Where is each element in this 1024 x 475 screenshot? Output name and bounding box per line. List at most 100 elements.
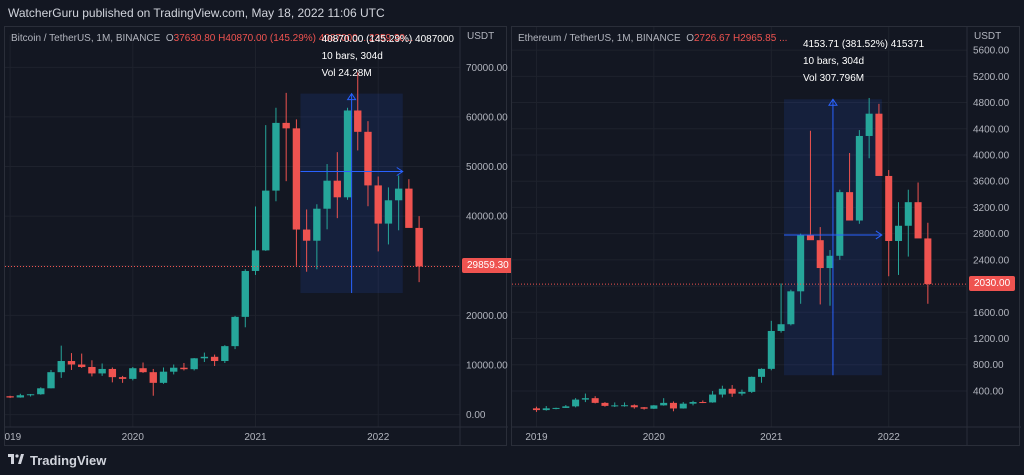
eth-candle-body [757, 368, 766, 377]
eth-x-tick-label: 2020 [643, 432, 666, 443]
btc-candle-body [415, 227, 423, 267]
btc-candle-body [384, 200, 393, 224]
eth-y-tick-label: 5600.00 [973, 46, 1010, 57]
btc-measure-line3: Vol 24.28M [321, 67, 372, 79]
btc-candle-body [241, 270, 249, 317]
btc-candle-body [282, 122, 290, 129]
eth-open-value: 2726.67 [694, 33, 731, 44]
eth-x-tick-label: 2021 [760, 432, 783, 443]
eth-y-tick-label: 800.00 [973, 360, 1004, 371]
eth-ohlc-rest: H2965.85 ... [732, 33, 788, 44]
eth-symbol-title: Ethereum / TetherUS, 1M, BINANCE [518, 33, 681, 44]
eth-measure-arrow-up [828, 98, 838, 106]
eth-candle-body [621, 405, 629, 407]
eth-candle-body [591, 398, 599, 403]
eth-candle-body [894, 225, 903, 241]
eth-candle-body [855, 135, 863, 221]
btc-candle-body [47, 372, 55, 389]
eth-measure-info: 4153.71 (381.52%) 415371 10 bars, 304d V… [803, 39, 924, 84]
eth-candle-body [748, 376, 756, 392]
eth-y-tick-label: 4800.00 [973, 98, 1010, 109]
btc-legend: Bitcoin / TetherUS, 1M, BINANCE O37630.8… [11, 33, 413, 44]
eth-candle-body [640, 407, 648, 409]
eth-candle-body [865, 113, 873, 136]
btc-candle-body [16, 395, 25, 398]
btc-candle-body [323, 180, 331, 209]
eth-candle-body [826, 255, 834, 269]
eth-candle-body [650, 405, 658, 409]
btc-x-tick-label: 2019 [5, 432, 22, 443]
btc-y-tick-label: 60000.00 [466, 112, 508, 123]
eth-candle-body [679, 403, 687, 409]
btc-measure-arrow-right [396, 167, 404, 176]
eth-candle-body [904, 202, 912, 226]
eth-chart-canvas[interactable]: 400.00800.001200.001600.002000.002400.00… [512, 27, 1021, 447]
btc-last-price-tag: 29859.30 [462, 258, 514, 274]
btc-y-tick-label: 20000.00 [466, 311, 508, 322]
btc-candle-body [231, 316, 239, 347]
btc-chart-canvas[interactable]: 0.0010000.0020000.0030000.0040000.005000… [5, 27, 508, 447]
btc-symbol-title: Bitcoin / TetherUS, 1M, BINANCE [11, 33, 161, 44]
eth-candle-body [787, 291, 795, 325]
eth-y-tick-label: 2800.00 [973, 229, 1010, 240]
btc-currency: USDT [467, 31, 495, 42]
btc-candle-body [108, 368, 117, 378]
btc-candle-body [180, 367, 188, 370]
btc-candle-body [67, 361, 76, 365]
eth-candle-body [562, 406, 570, 408]
btc-candle-body [333, 180, 341, 198]
eth-candle-body [630, 405, 638, 408]
eth-candle-body [572, 399, 580, 407]
btc-candle-body [210, 356, 219, 362]
btc-candle-body [374, 185, 382, 224]
btc-candle-body [159, 371, 168, 383]
btc-candle-body [405, 188, 413, 228]
btc-y-tick-label: 70000.00 [466, 63, 508, 74]
btc-candle-body [262, 190, 270, 251]
btc-candle-body [221, 346, 229, 362]
eth-last-price-tag: 2030.00 [969, 276, 1016, 292]
eth-candle-body [924, 238, 932, 285]
eth-measure-line2: 10 bars, 304d [802, 56, 865, 68]
eth-candle-body [836, 192, 844, 256]
eth-currency: USDT [974, 31, 1002, 42]
btc-candle-body [26, 394, 35, 396]
btc-candle-body [118, 377, 127, 379]
btc-candle-body [6, 396, 14, 398]
eth-chart-panel[interactable]: 400.00800.001200.001600.002000.002400.00… [511, 26, 1021, 447]
btc-candle-body [57, 361, 65, 373]
eth-x-tick-label: 2022 [878, 432, 901, 443]
eth-candle-body [797, 235, 805, 292]
eth-legend: Ethereum / TetherUS, 1M, BINANCE O2726.6… [518, 33, 787, 44]
eth-candle-body [542, 408, 550, 411]
btc-x-tick-label: 2022 [367, 432, 390, 443]
eth-y-tick-label: 3600.00 [973, 177, 1010, 188]
eth-candle-body [777, 324, 785, 331]
btc-candle-body [251, 250, 260, 271]
btc-measure-arrow-up [346, 92, 357, 101]
eth-candle-body [738, 391, 746, 394]
btc-candle-body [302, 229, 311, 241]
btc-ohlc-rest: H40870.00 (145.29%) 4087000 ...2359.30..… [218, 33, 414, 44]
btc-candle-body [98, 368, 106, 374]
eth-candle-body [532, 408, 540, 411]
btc-x-tick-label: 2021 [244, 432, 267, 443]
publisher-bar: WatcherGuru published on TradingView.com… [0, 0, 1024, 26]
btc-candle-body [200, 356, 209, 359]
eth-measure-line1: 4153.71 (381.52%) 415371 [802, 39, 925, 51]
eth-y-tick-label: 4000.00 [973, 150, 1010, 161]
eth-candle-body [601, 402, 609, 406]
eth-y-tick-label: 2400.00 [973, 255, 1010, 266]
eth-candle-body [846, 192, 854, 221]
btc-candle-body [272, 122, 280, 191]
eth-candle-body [709, 394, 717, 403]
eth-candle-body [806, 235, 814, 241]
btc-chart-panel[interactable]: 0.0010000.0020000.0030000.0040000.005000… [4, 26, 514, 447]
eth-candle-body [689, 402, 697, 404]
tradingview-logo-icon [8, 454, 24, 464]
eth-candle-body [581, 398, 589, 400]
eth-candle-body [699, 402, 707, 404]
btc-y-tick-label: 40000.00 [466, 212, 508, 223]
btc-candle-body [78, 364, 86, 367]
footer-bar: TradingView [0, 446, 1024, 475]
